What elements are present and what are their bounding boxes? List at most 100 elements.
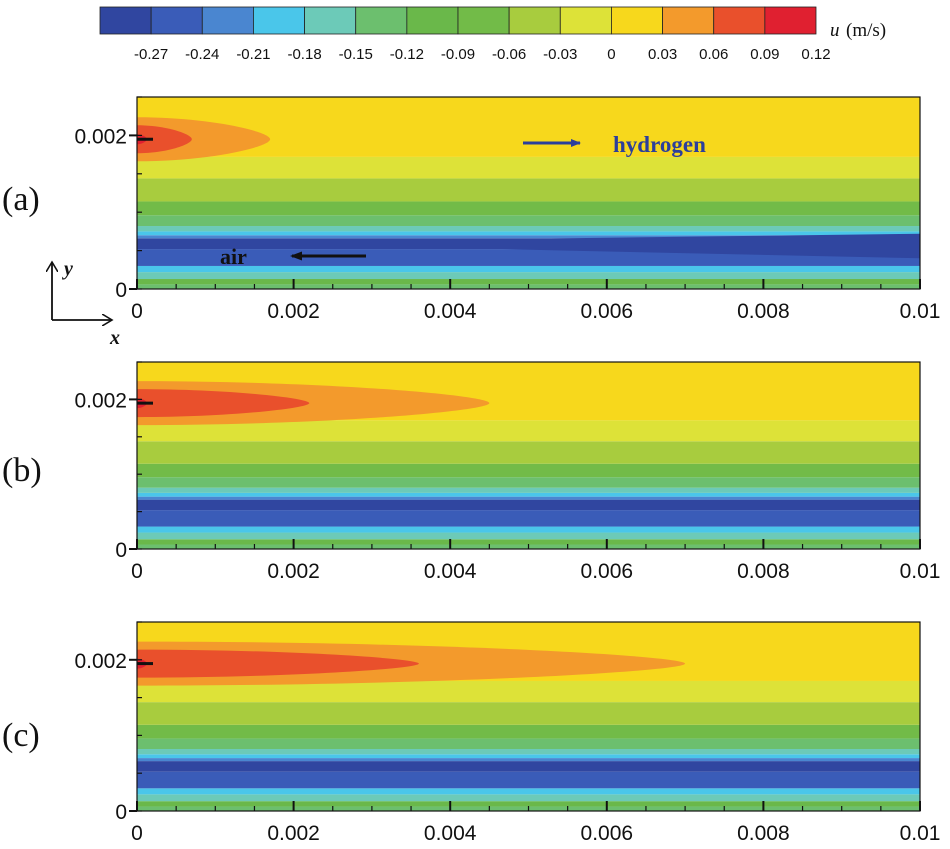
velocity-field: [137, 362, 920, 549]
y-tick-label: 0: [115, 539, 127, 562]
x-tick-label: 0.002: [267, 560, 320, 583]
x-axis-symbol: x: [109, 327, 120, 349]
contour-band: [137, 463, 920, 478]
colorbar-swatch: [713, 6, 766, 35]
contour-band: [137, 539, 920, 545]
contour-band: [137, 788, 920, 795]
colorbar-legend: -0.27 -0.24 -0.21 -0.18 -0.15 -0.12 -0.09 -0.06…: [99, 6, 886, 63]
x-tick-label: 0.008: [737, 560, 790, 583]
y-tick-label: 0.002: [74, 650, 127, 673]
x-tick-label: 0.004: [424, 822, 477, 845]
x-tick-label: 0: [131, 560, 143, 583]
contour-band: [137, 526, 920, 533]
colorbar-tick-label: -0.09: [441, 46, 475, 63]
contour-band: [137, 97, 920, 157]
colorbar-tick-label: -0.12: [390, 46, 424, 63]
colorbar-unit-label: (m/s): [846, 20, 886, 41]
y-tick-label: 0: [115, 801, 127, 824]
contour-band: [137, 178, 920, 202]
colorbar-variable-label: u: [830, 20, 840, 41]
colorbar-tick-label: 0.06: [699, 46, 728, 63]
contour-band: [137, 477, 920, 488]
colorbar-tick-label: 0.12: [801, 46, 830, 63]
contour-band: [137, 754, 920, 759]
air-core-contour: [410, 233, 920, 259]
y-axis-symbol: y: [62, 258, 73, 280]
annotation-hydrogen: hydrogen: [523, 132, 706, 157]
contour-band: [137, 279, 920, 285]
colorbar-tick-label: -0.15: [339, 46, 373, 63]
colorbar-tick-label: 0.03: [648, 46, 677, 63]
contour-band: [137, 441, 920, 464]
colorbar-swatch: [201, 6, 254, 35]
x-tick-label: 0.004: [424, 300, 477, 323]
colorbar-swatch: [355, 6, 408, 35]
contour-band: [137, 532, 920, 540]
contour-band: [137, 487, 920, 493]
contour-band: [137, 215, 920, 227]
colorbar-swatch: [304, 6, 357, 35]
contour-band: [137, 420, 920, 442]
x-tick-label: 0.01: [900, 560, 941, 583]
contour-band: [137, 771, 920, 789]
air-label: air: [220, 244, 247, 269]
x-tick-label: 0.004: [424, 560, 477, 583]
colorbar-tick-label: -0.06: [492, 46, 526, 63]
colorbar-swatch: [764, 6, 817, 35]
contour-band: [137, 231, 920, 236]
contour-band: [137, 226, 920, 232]
colorbar-tick-label: 0: [607, 46, 615, 63]
colorbar-tick-label: -0.03: [543, 46, 577, 63]
contour-band: [137, 794, 920, 802]
colorbar-swatch: [99, 6, 152, 35]
x-tick-label: 0: [131, 300, 143, 323]
colorbar-swatch: [150, 6, 203, 35]
colorbar-tick-label: -0.18: [287, 46, 321, 63]
annotation-air: air: [220, 244, 366, 269]
hydrogen-jet-core-contour: [137, 389, 310, 418]
contour-band: [137, 499, 920, 511]
contour-band: [137, 724, 920, 739]
hydrogen-label: hydrogen: [613, 132, 706, 157]
coordinate-axes-icon: y x: [52, 258, 120, 349]
contour-band: [137, 156, 920, 179]
contour-band: [137, 801, 920, 807]
colorbar-swatch: [559, 6, 612, 35]
y-tick-label: 0.002: [74, 389, 127, 412]
colorbar-tick-label: -0.21: [236, 46, 270, 63]
x-tick-label: 0.01: [900, 822, 941, 845]
x-tick-label: 0.006: [581, 822, 634, 845]
x-tick-label: 0.006: [581, 560, 634, 583]
contour-band: [137, 749, 920, 755]
hydrogen-jet-core-contour: [137, 125, 192, 154]
hydrogen-jet-core-contour: [137, 649, 419, 678]
contour-band: [137, 702, 920, 725]
contour-panel: 0 0.002 0.004 0.006 0.008 0.01 0 0.002 (a): [2, 96, 941, 323]
colorbar-tick-label: -0.24: [185, 46, 219, 63]
contour-panel: 0 0.002 0.004 0.006 0.008 0.01 0 0.002 (c): [2, 621, 941, 845]
x-tick-label: 0.006: [581, 300, 634, 323]
x-tick-label: 0.008: [737, 822, 790, 845]
colorbar-swatch: [508, 6, 561, 35]
x-tick-label: 0.002: [267, 300, 320, 323]
x-tick-label: 0: [131, 822, 143, 845]
x-tick-label: 0.002: [267, 822, 320, 845]
panel-label: (a): [2, 181, 40, 218]
colorbar-swatch: [662, 6, 715, 35]
contour-band: [137, 265, 920, 273]
hydrogen-jet-contour: [137, 117, 271, 162]
colorbar-tick-label: -0.27: [134, 46, 168, 63]
colorbar-swatch: [406, 6, 459, 35]
colorbar-swatch: [611, 6, 663, 35]
x-tick-label: 0.008: [737, 300, 790, 323]
y-tick-label: 0.002: [74, 125, 127, 148]
contour-band: [137, 201, 920, 216]
colorbar-swatch: [253, 6, 305, 35]
contour-band: [137, 758, 920, 762]
panel-label: (c): [2, 717, 40, 754]
x-tick-label: 0.01: [900, 300, 941, 323]
contour-band: [137, 510, 920, 527]
contour-band: [137, 272, 920, 280]
contour-band: [137, 235, 920, 239]
